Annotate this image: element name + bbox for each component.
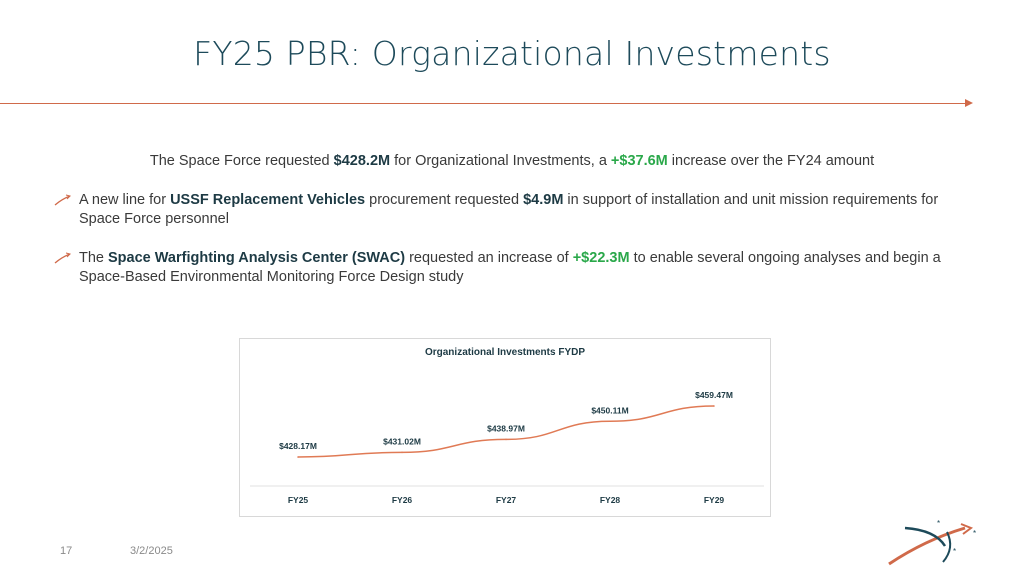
data-label: $450.11M [591,405,628,415]
chart-svg: Organizational Investments FYDP $428.17M… [250,347,764,505]
title-divider [0,103,968,104]
x-tick-label: FY29 [704,495,725,505]
bullet-1-pre: A new line for [79,192,171,208]
data-point [297,456,299,458]
bullet-2-post: to enable several ongoing analyses and b… [79,250,941,285]
data-point [713,405,715,407]
bullet-1-post: in support of installation and unit miss… [79,192,939,227]
bullet-1-amount: $4.9M [523,192,564,208]
intro-amount: $428.2M [333,153,391,169]
data-label: $459.47M [695,390,733,400]
intro-pre: The Space Force requested [149,153,334,169]
bullet-1-bold: USSF Replacement Vehicles [170,192,366,208]
intro-mid: for Organizational Investments, a [390,153,611,169]
bullet-rocket-icon [54,252,71,264]
bullet-1-mid: procurement requested [365,192,524,208]
slide-date: 3/2/2025 [130,545,173,557]
x-tick-label: FY25 [288,495,309,505]
bullet-2-mid: requested an increase of [405,250,573,266]
x-tick-label: FY26 [392,495,413,505]
x-tick-label: FY28 [600,495,621,505]
intro-post: increase over the FY24 amount [667,153,875,169]
data-point [401,451,403,454]
investments-chart: Organizational Investments FYDP $428.17M… [239,338,771,517]
svg-text:*: * [973,529,976,538]
data-label: $438.97M [487,423,525,433]
bullet-2-pre: The [79,250,109,266]
divider-arrowhead [965,99,973,107]
data-point [505,438,507,441]
slide-title: FY25 PBR: Organizational Investments [193,34,831,73]
bullet-2-bold: Space Warfighting Analysis Center (SWAC) [108,250,406,266]
space-force-logo-icon: * * * [888,519,976,566]
data-label: $428.17M [279,441,317,451]
bullet-rocket-icon [54,194,71,206]
chart-title: Organizational Investments FYDP [425,347,585,358]
svg-text:*: * [937,519,940,528]
intro-text: The Space Force requested $428.2M for Or… [0,153,1024,169]
data-point [609,420,611,423]
svg-text:*: * [953,547,956,556]
bullet-replacement-vehicles: A new line for USSF Replacement Vehicles… [79,191,979,229]
bullet-swac: The Space Warfighting Analysis Center (S… [79,249,979,287]
x-tick-label: FY27 [496,495,517,505]
data-label: $431.02M [383,436,421,446]
page-number: 17 [60,545,73,557]
bullet-2-amount: +$22.3M [572,250,630,266]
intro-increase: +$37.6M [610,153,668,169]
